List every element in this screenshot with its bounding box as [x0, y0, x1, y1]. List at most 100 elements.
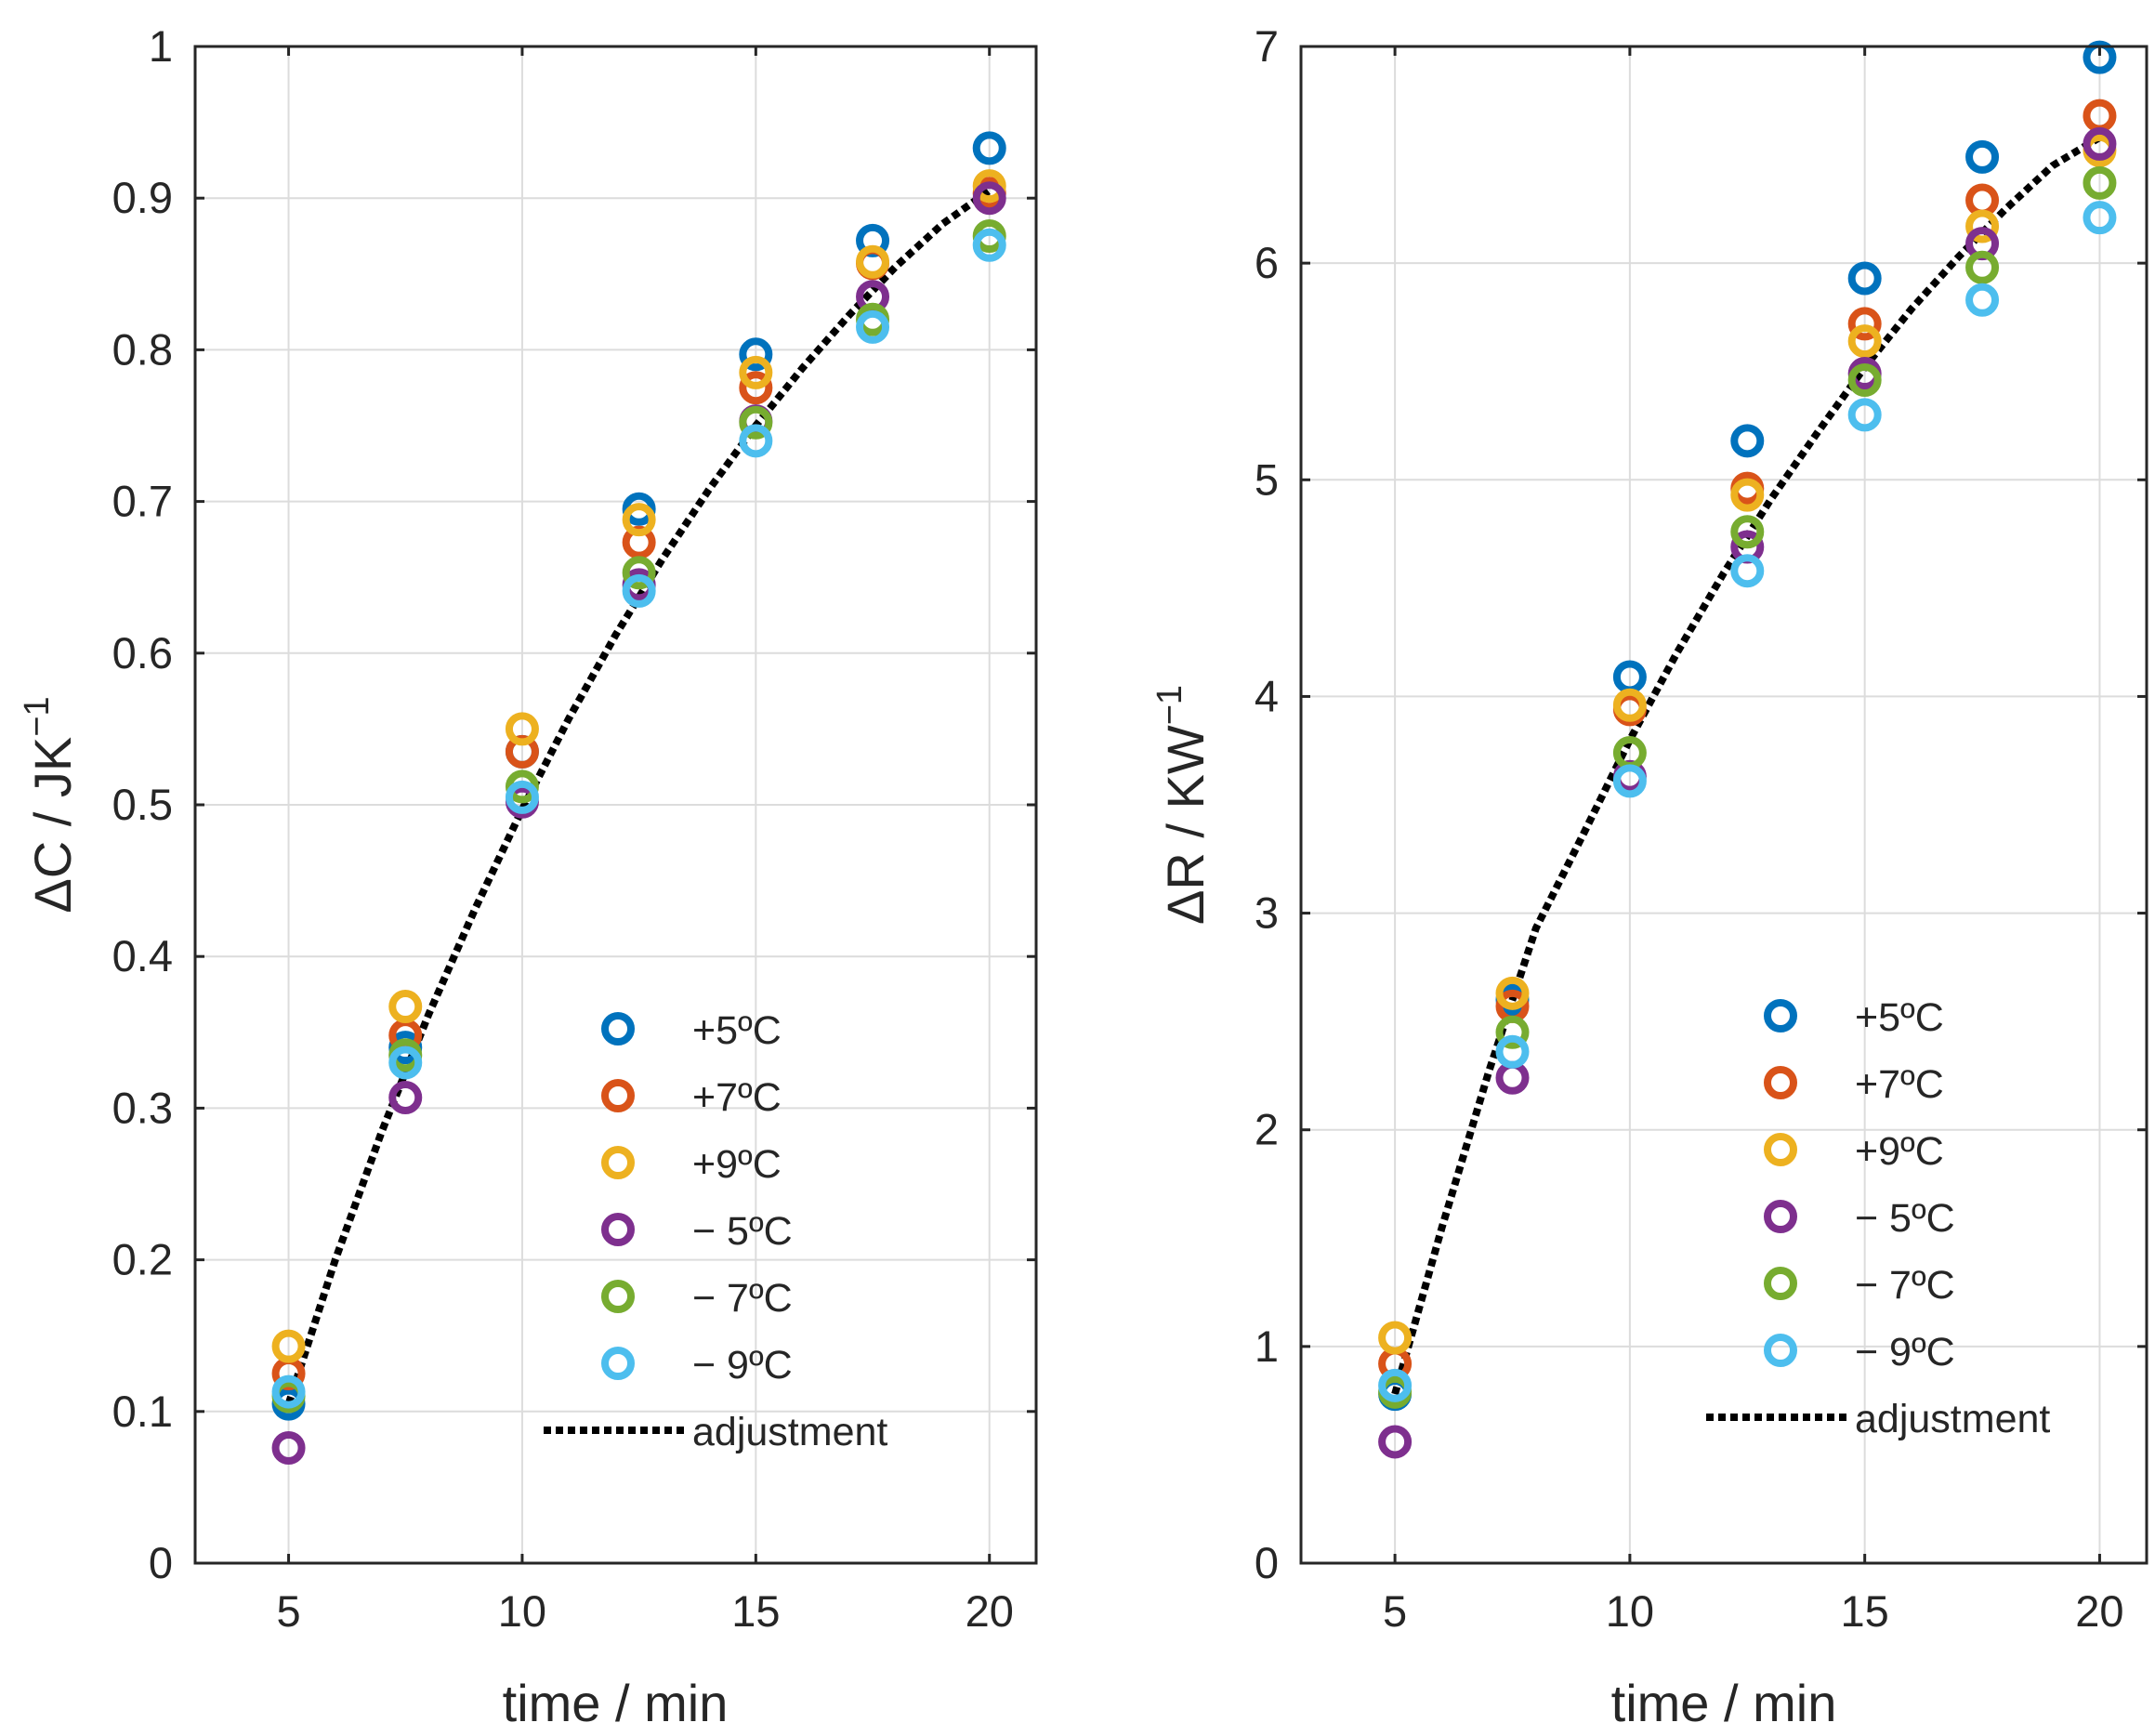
y-axis-label-exponent: −1: [1150, 685, 1189, 725]
data-point: [739, 337, 773, 372]
data-point: [1847, 324, 1882, 359]
data-point: [1495, 1015, 1530, 1049]
data-point: [1965, 250, 2000, 284]
legend-marker: [601, 1213, 635, 1246]
plot-frame: [1299, 45, 2148, 1565]
legend-label: +7ºC: [1855, 1062, 1944, 1107]
data-point: [505, 712, 539, 746]
x-tick-label: 10: [1606, 1586, 1654, 1636]
data-point: [1495, 1034, 1530, 1069]
y-axis-label-delta: Δ: [1156, 890, 1215, 925]
y-tick-label: 0.2: [112, 1235, 173, 1284]
legend-label-fit: adjustment: [692, 1410, 887, 1454]
data-point: [739, 405, 773, 440]
y-axis-label-delta: Δ: [23, 878, 82, 913]
y-tick-label: 0.6: [112, 628, 173, 677]
x-tick-label: 5: [1383, 1586, 1407, 1636]
legend-marker: [1764, 999, 1797, 1032]
data-point: [1847, 398, 1882, 432]
data-point: [1495, 976, 1530, 1010]
legend-marker: [601, 1012, 635, 1046]
y-tick-label: 4: [1255, 671, 1279, 720]
data-point: [1730, 515, 1765, 549]
legend-marker: [1764, 1066, 1797, 1099]
y-tick-label: 0.5: [112, 780, 173, 829]
ticks-layer: 5 10 15 20 0 1 2 3 4 5 6 7: [1255, 21, 2147, 1636]
ticks-layer: 5 10 15 20 0 0.1 0.2 0.3 0.4 0.5 0.6 0.7 0.8 0.9 1: [112, 21, 1036, 1636]
data-point: [972, 228, 1006, 262]
legend-marker: [1764, 1133, 1797, 1166]
y-tick-label: 7: [1255, 21, 1279, 71]
data-point: [622, 492, 656, 526]
data-point: [1730, 554, 1765, 588]
y-axis-label-exponent: −1: [18, 696, 57, 736]
grid-layer: [1301, 46, 2147, 1564]
legend-label: +9ºC: [692, 1142, 782, 1187]
x-tick-label: 15: [731, 1586, 780, 1636]
data-point: [1730, 478, 1765, 512]
y-axis-label-main: C / JK: [23, 737, 82, 878]
y-tick-label: 0.7: [112, 477, 173, 526]
data-point: [1965, 209, 2000, 243]
y-tick-label: 3: [1255, 888, 1279, 938]
data-point: [1378, 1321, 1413, 1355]
chart-right: 5 10 15 20 0 1 2 3 4 5 6 7 time / min ΔR / KW−1 +5º…: [1150, 21, 2148, 1732]
y-tick-label: 0.9: [112, 173, 173, 222]
data-point: [271, 1430, 306, 1465]
legend-marker: [601, 1347, 635, 1380]
data-point: [2083, 40, 2117, 74]
data-point: [972, 131, 1006, 165]
data-point: [1730, 424, 1765, 458]
legend-marker: [601, 1280, 635, 1313]
x-axis-label: time / min: [503, 1674, 729, 1732]
points-layer: [1378, 40, 2117, 1459]
legend-marker: [601, 1146, 635, 1179]
y-tick-label: 0.8: [112, 324, 173, 374]
data-point: [1847, 363, 1882, 398]
legend-marker: [601, 1079, 635, 1112]
legend-label: +5ºC: [692, 1008, 782, 1053]
data-point: [1965, 283, 2000, 317]
data-point: [622, 573, 656, 608]
data-point: [1847, 307, 1882, 341]
y-tick-label: 2: [1255, 1105, 1279, 1154]
data-point: [1965, 139, 2000, 174]
y-tick-label: 0.1: [112, 1387, 173, 1436]
data-point: [505, 769, 539, 804]
data-point: [972, 181, 1006, 216]
legend-marker: [1764, 1200, 1797, 1233]
data-point: [856, 244, 890, 279]
y-tick-label: 0: [149, 1538, 173, 1587]
x-tick-label: 20: [966, 1586, 1014, 1636]
data-point: [1847, 261, 1882, 296]
y-tick-label: 1: [1255, 1322, 1279, 1371]
data-point: [388, 1080, 423, 1114]
chart-left: 5 10 15 20 0 0.1 0.2 0.3 0.4 0.5 0.6 0.7 0.8 0.9 1 tim…: [18, 21, 1038, 1732]
data-point: [2083, 165, 2117, 200]
x-tick-label: 20: [2075, 1586, 2123, 1636]
legend-marker: [1764, 1267, 1797, 1300]
x-tick-label: 15: [1841, 1586, 1889, 1636]
y-tick-label: 0.4: [112, 931, 173, 980]
data-point: [505, 780, 539, 814]
data-point: [1378, 1368, 1413, 1402]
legend-label: − 9ºC: [1855, 1330, 1955, 1374]
legend-label: +7ºC: [692, 1075, 782, 1120]
legend: +5ºC +7ºC +9ºC − 5ºC − 7ºC − 9ºC adjustment: [1706, 995, 2050, 1441]
legend-label: +9ºC: [1855, 1129, 1944, 1174]
legend-marker: [1764, 1334, 1797, 1367]
data-point: [739, 371, 773, 405]
data-point: [2083, 201, 2117, 235]
legend-label: − 7ºC: [1855, 1263, 1955, 1308]
x-axis-label: time / min: [1611, 1674, 1837, 1732]
x-tick-label: 10: [498, 1586, 546, 1636]
y-tick-label: 6: [1255, 238, 1279, 287]
legend-label: − 7ºC: [692, 1276, 793, 1321]
y-tick-label: 0: [1255, 1538, 1279, 1587]
legend-label: − 9ºC: [692, 1343, 793, 1387]
data-point: [622, 556, 656, 590]
data-point: [271, 1329, 306, 1363]
y-tick-label: 0.3: [112, 1083, 173, 1132]
